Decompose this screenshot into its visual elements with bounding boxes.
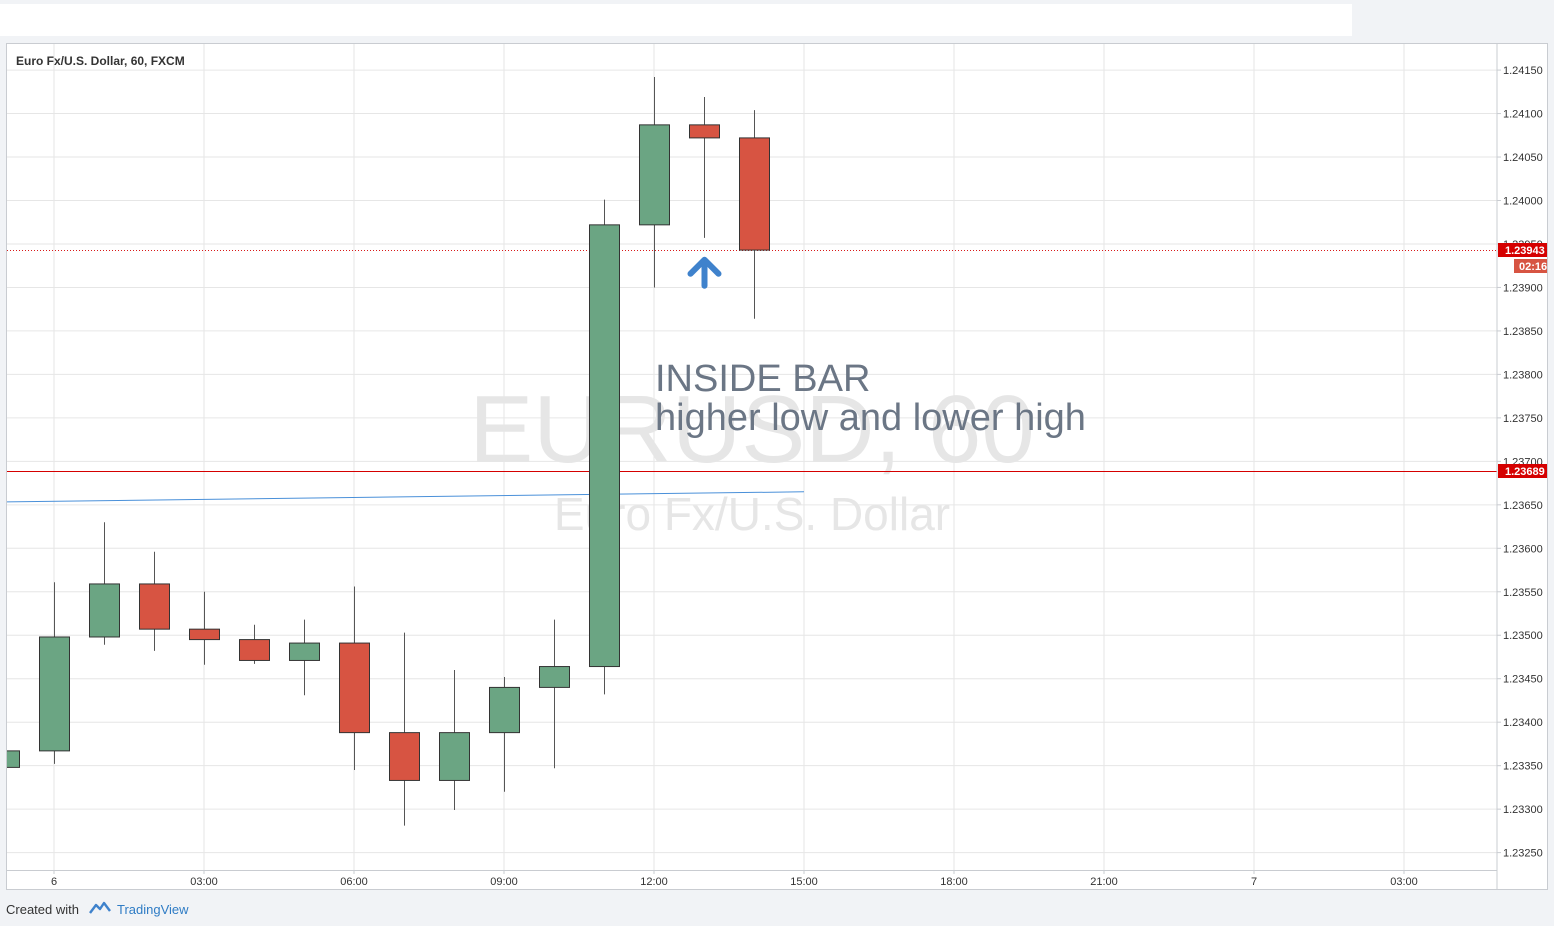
candle-body-up xyxy=(89,583,120,638)
price-tick-label: 1.23850 xyxy=(1503,326,1543,338)
watermark-symbol: EURUSD, 60 xyxy=(469,376,1035,483)
price-tag-label: 1.23943 xyxy=(1505,245,1545,257)
candlestick-chart[interactable]: EURUSD, 60 Euro Fx/U.S. Dollar INSIDE BA… xyxy=(7,44,1547,889)
candle-body-up xyxy=(539,666,570,688)
candle-body-down xyxy=(339,642,370,734)
annotation-inside-bar: INSIDE BAR xyxy=(655,358,870,400)
chart-title: Euro Fx/U.S. Dollar, 60, FXCM xyxy=(16,54,185,68)
candle-body-up xyxy=(7,750,20,768)
axes: 1.23250 1.23300 1.23350 1.23400 1.23450 1.235… xyxy=(7,44,1547,889)
arrow-up-shape xyxy=(687,256,722,289)
candle xyxy=(189,591,220,665)
time-tick-label: 21:00 xyxy=(1090,876,1118,888)
tradingview-link[interactable]: TradingView xyxy=(116,901,189,917)
trend-line xyxy=(7,491,805,503)
chart-frame[interactable]: EURUSD, 60 Euro Fx/U.S. Dollar INSIDE BA… xyxy=(6,43,1548,890)
candle xyxy=(7,750,20,768)
candle xyxy=(39,582,70,764)
price-tick-label: 1.23650 xyxy=(1503,500,1543,512)
top-toolbar xyxy=(0,4,1352,36)
candle-body-down xyxy=(139,583,170,630)
price-tags: 1.23943 1.23689 02:16 xyxy=(1498,243,1547,478)
price-tag-label: 1.23689 xyxy=(1505,466,1545,478)
candle xyxy=(289,619,320,696)
time-tick-label: 15:00 xyxy=(790,876,818,888)
price-tick-label: 1.23500 xyxy=(1503,630,1543,642)
candle xyxy=(639,77,670,288)
candle xyxy=(89,522,120,645)
price-tick-label: 1.23450 xyxy=(1503,674,1543,686)
candle xyxy=(139,551,170,651)
candle xyxy=(339,586,370,771)
candle xyxy=(439,670,470,811)
candle-body-up xyxy=(439,732,470,781)
candle-body-up xyxy=(289,642,320,661)
candle xyxy=(489,676,520,792)
countdown-label: 02:16 xyxy=(1519,261,1547,273)
footer: Created with TradingView xyxy=(6,900,189,918)
price-tick-label: 1.23400 xyxy=(1503,717,1543,729)
price-tick-label: 1.24050 xyxy=(1503,152,1543,164)
candles xyxy=(7,77,770,826)
time-axis[interactable]: 6 03:00 06:00 09:00 12:00 15:00 18:00 21:00 7 03:… xyxy=(51,870,1418,888)
time-tick-label: 18:00 xyxy=(940,876,968,888)
price-axis[interactable]: 1.23250 1.23300 1.23350 1.23400 1.23450 1.235… xyxy=(1497,65,1543,860)
price-tick-label: 1.24000 xyxy=(1503,196,1543,208)
time-tick-label: 12:00 xyxy=(640,876,668,888)
candle-body-up xyxy=(489,686,520,734)
created-with-text: Created with xyxy=(6,901,79,917)
time-tick-label: 03:00 xyxy=(190,876,218,888)
candle-body-up xyxy=(39,636,70,752)
time-tick-label: 03:00 xyxy=(1390,876,1418,888)
candle xyxy=(539,619,570,769)
price-tick-label: 1.23600 xyxy=(1503,543,1543,555)
price-tick-label: 1.23550 xyxy=(1503,587,1543,599)
time-tick-label: 7 xyxy=(1251,876,1257,888)
price-tick-label: 1.23350 xyxy=(1503,761,1543,773)
time-tick-label: 6 xyxy=(51,876,57,888)
candle xyxy=(389,632,420,826)
candle-body-down xyxy=(389,732,420,781)
candle-body-up xyxy=(639,124,670,226)
price-tick-label: 1.23800 xyxy=(1503,369,1543,381)
annotations: INSIDE BAR higher low and lower high xyxy=(655,256,1086,439)
candle-body-down xyxy=(239,639,270,661)
tradingview-logo-icon[interactable] xyxy=(89,901,111,918)
price-tick-label: 1.23250 xyxy=(1503,848,1543,860)
candle xyxy=(739,110,770,319)
countdown-tag-bg xyxy=(1514,259,1547,273)
time-tick-label: 09:00 xyxy=(490,876,518,888)
price-tag-bg xyxy=(1498,464,1547,478)
price-tick-label: 1.24100 xyxy=(1503,109,1543,121)
candle xyxy=(589,199,620,695)
candle xyxy=(689,97,720,238)
price-tick-label: 1.23900 xyxy=(1503,282,1543,294)
price-tick-label: 1.23750 xyxy=(1503,413,1543,425)
price-tick-label: 1.23300 xyxy=(1503,804,1543,816)
price-tick-label: 1.24150 xyxy=(1503,65,1543,77)
candle-body-up xyxy=(589,224,620,668)
annotation-description: higher low and lower high xyxy=(655,397,1086,439)
time-tick-label: 06:00 xyxy=(340,876,368,888)
candle-body-down xyxy=(189,628,220,641)
candle xyxy=(239,624,270,664)
candle-body-down xyxy=(739,137,770,251)
candle-body-down xyxy=(689,124,720,139)
arrow-up-icon xyxy=(687,256,722,289)
price-tag-bg xyxy=(1498,243,1547,257)
